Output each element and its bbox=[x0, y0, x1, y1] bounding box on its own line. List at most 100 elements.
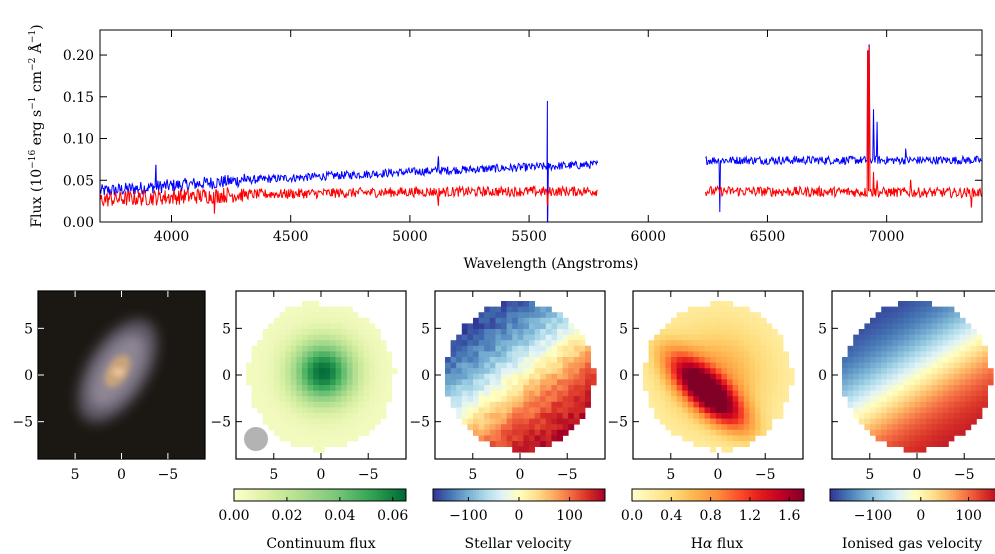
map-pixel bbox=[715, 441, 722, 447]
map-pixel bbox=[743, 390, 750, 397]
map-pixel bbox=[579, 334, 586, 341]
map-pixel bbox=[743, 396, 750, 403]
map-pixel bbox=[965, 340, 972, 347]
colorbar-stellar-velocity: −100 0 100 bbox=[432, 488, 606, 524]
map-pixel bbox=[671, 351, 677, 358]
map-pixel bbox=[473, 385, 479, 391]
map-pixel bbox=[976, 396, 983, 403]
map-pixel bbox=[892, 413, 899, 419]
map-pixel bbox=[847, 368, 854, 375]
map-pixel bbox=[279, 340, 286, 347]
map-pixel bbox=[777, 334, 784, 341]
map-pixel bbox=[875, 435, 882, 442]
map-pixel bbox=[374, 362, 381, 369]
map-pixel bbox=[870, 317, 876, 324]
map-pixel bbox=[562, 362, 569, 369]
map-pixel bbox=[909, 317, 916, 324]
map-pixel bbox=[959, 334, 966, 341]
colorbar-tick-label: 0.00 bbox=[218, 508, 249, 524]
map-pixel bbox=[903, 396, 910, 403]
map-pixel bbox=[573, 379, 580, 386]
map-pixel bbox=[358, 390, 364, 397]
colorbar-segment bbox=[916, 489, 920, 501]
map-pixel bbox=[766, 407, 773, 414]
map-pixel bbox=[517, 390, 524, 397]
map-pixel bbox=[755, 329, 761, 335]
map-pixel bbox=[313, 424, 320, 431]
colorbar-tick-label: 0.8 bbox=[699, 508, 721, 524]
map-pixel bbox=[517, 385, 524, 391]
map-pixel bbox=[346, 362, 353, 369]
map-pixel bbox=[892, 396, 899, 403]
map-pixel bbox=[760, 413, 767, 419]
map-pixel bbox=[704, 362, 711, 369]
map-pixel bbox=[937, 407, 944, 414]
map-pixel bbox=[456, 357, 463, 363]
map-pixel bbox=[699, 429, 705, 436]
map-pixel bbox=[506, 323, 513, 330]
map-pixel bbox=[335, 317, 342, 324]
map-pixel bbox=[926, 334, 932, 341]
map-pixel bbox=[296, 435, 303, 442]
map-pixel bbox=[346, 413, 353, 419]
map-pixel bbox=[892, 429, 899, 436]
map-x-tick-label: −5 bbox=[158, 467, 179, 483]
map-pixel bbox=[853, 385, 860, 391]
map-pixel bbox=[290, 424, 297, 431]
map-pixel bbox=[540, 413, 547, 419]
colorbar-segment bbox=[345, 489, 350, 501]
colorbar-segment bbox=[924, 489, 928, 501]
colorbar-segment bbox=[967, 489, 971, 501]
map-pixel bbox=[285, 329, 292, 335]
map-pixel bbox=[715, 323, 722, 330]
map-pixel bbox=[352, 396, 359, 403]
map-pixel bbox=[704, 379, 711, 386]
map-pixel bbox=[914, 418, 921, 425]
map-x-tick-label: 0 bbox=[516, 467, 525, 483]
map-pixel bbox=[540, 306, 547, 313]
map-pixel bbox=[545, 368, 552, 375]
map-pixel bbox=[562, 323, 569, 330]
map-pixel bbox=[903, 407, 910, 414]
map-pixel bbox=[743, 357, 750, 363]
map-pixel bbox=[710, 368, 717, 375]
map-pixel bbox=[318, 373, 325, 380]
map-pixel bbox=[307, 373, 314, 380]
colorbar-segment bbox=[279, 489, 284, 501]
colorbar-segment bbox=[397, 489, 401, 501]
map-pixel bbox=[324, 334, 331, 341]
map-pixel bbox=[931, 435, 938, 442]
map-pixel bbox=[676, 312, 683, 319]
map-pixel bbox=[881, 435, 888, 442]
map-pixel bbox=[341, 357, 348, 363]
colorbar-segment bbox=[956, 489, 960, 501]
map-pixel bbox=[318, 334, 325, 341]
map-pixel bbox=[341, 407, 348, 414]
map-pixel bbox=[903, 441, 910, 447]
map-pixel bbox=[529, 435, 535, 442]
map-pixel bbox=[484, 334, 491, 341]
map-pixel bbox=[341, 429, 348, 436]
map-pixel bbox=[976, 351, 983, 358]
map-pixel bbox=[665, 396, 672, 403]
colorbar-segment bbox=[649, 489, 653, 501]
map-pixel bbox=[352, 334, 359, 341]
map-pixel bbox=[246, 368, 252, 375]
map-pixel bbox=[909, 424, 916, 431]
map-pixel bbox=[959, 413, 966, 419]
map-pixel bbox=[467, 334, 474, 341]
map-pixel bbox=[501, 317, 507, 324]
map-pixel bbox=[942, 407, 949, 414]
map-pixel bbox=[461, 418, 468, 425]
map-pixel bbox=[529, 345, 535, 352]
map-pixel bbox=[755, 334, 761, 341]
map-pixel bbox=[534, 334, 541, 341]
map-pixel bbox=[489, 435, 496, 442]
map-pixel bbox=[573, 390, 580, 397]
map-pixel bbox=[324, 351, 331, 358]
map-pixel bbox=[517, 435, 524, 442]
map-pixel bbox=[358, 429, 364, 436]
map-pixel bbox=[749, 418, 756, 425]
map-pixel bbox=[853, 345, 860, 352]
map-pixel bbox=[495, 407, 502, 414]
